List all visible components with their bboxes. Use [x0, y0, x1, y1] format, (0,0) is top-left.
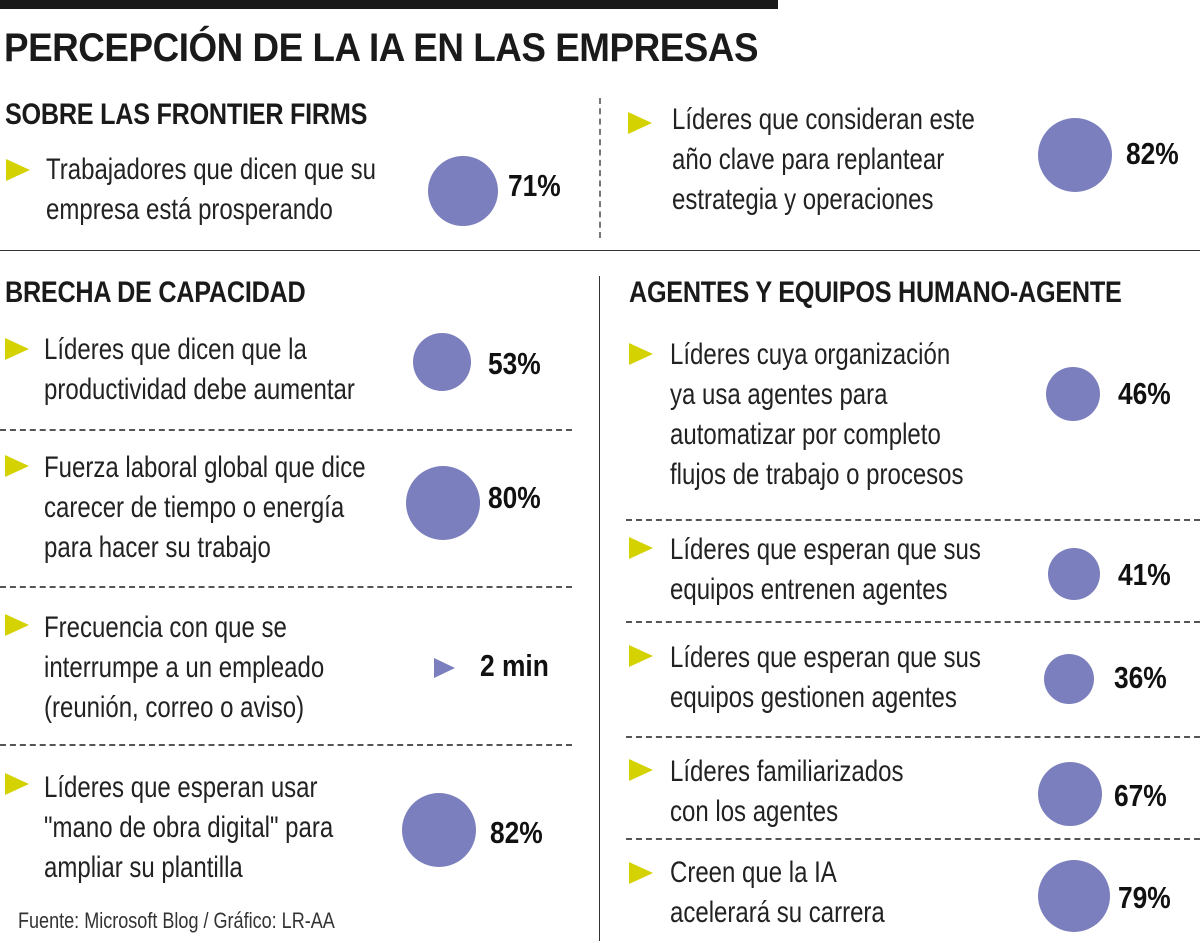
arrow-icon [5, 773, 29, 795]
value-bubble [406, 466, 480, 540]
value-label: 79% [1118, 880, 1171, 915]
item-label: Líderes que dicen que la productividad de… [44, 333, 355, 406]
item-label: Líderes que esperan que sus equipos gesti… [670, 641, 981, 714]
value-bubble [1038, 118, 1112, 192]
value-label: 67% [1114, 778, 1167, 813]
value-bubble [1044, 654, 1094, 704]
arrow-icon [5, 614, 29, 636]
row-divider [626, 838, 1200, 840]
item-label: Líderes que esperan usar "mano de obra di… [44, 771, 334, 884]
frontier-divider [599, 98, 601, 238]
item-label: Líderes que consideran este año clave par… [672, 103, 975, 216]
value-bubble [413, 333, 471, 391]
value-bubble [1038, 860, 1110, 932]
item-label: Líderes que esperan que sus equipos entre… [670, 533, 981, 606]
arrow-icon [6, 159, 30, 181]
value-label: 46% [1118, 376, 1171, 411]
item-label: Líderes familiarizados con los agentes [670, 755, 904, 828]
value-label: 82% [490, 815, 543, 850]
value-label: 71% [508, 168, 561, 203]
row-divider [0, 429, 572, 431]
arrow-icon [629, 537, 653, 559]
value-label: 36% [1114, 660, 1167, 695]
value-bubble [402, 793, 476, 867]
top-bar [0, 0, 778, 9]
item-label: Fuerza laboral global que dice carecer de… [44, 451, 366, 564]
pointer-icon [434, 658, 455, 678]
row-divider [0, 586, 572, 588]
value-label: 80% [488, 480, 541, 515]
section-title-agentes: AGENTES Y EQUIPOS HUMANO-AGENTE [629, 276, 1122, 309]
row-divider [626, 519, 1200, 521]
source-note: Fuente: Microsoft Blog / Gráfico: LR-AA [18, 908, 335, 933]
item-label: Frecuencia con que se interrumpe a un emp… [44, 611, 325, 724]
value-label: 2 min [480, 648, 549, 683]
section-divider [0, 250, 1200, 251]
arrow-icon [629, 759, 653, 781]
value-label: 82% [1126, 136, 1179, 171]
arrow-icon [5, 338, 29, 360]
row-divider [626, 736, 1200, 738]
arrow-icon [629, 645, 653, 667]
row-divider [626, 621, 1200, 623]
section-title-frontier: SOBRE LAS FRONTIER FIRMS [5, 98, 368, 131]
item-label: Líderes cuya organización ya usa agentes … [670, 338, 964, 491]
value-bubble [1046, 367, 1100, 421]
item-label: Trabajadores que dicen que su empresa est… [46, 153, 376, 226]
value-bubble [1048, 548, 1100, 600]
value-label: 53% [488, 346, 541, 381]
page-title: PERCEPCIÓN DE LA IA EN LAS EMPRESAS [4, 26, 759, 70]
column-divider [599, 276, 600, 941]
arrow-icon [5, 455, 29, 477]
arrow-icon [629, 862, 653, 884]
row-divider [0, 744, 572, 746]
value-bubble [428, 156, 498, 226]
arrow-icon [629, 343, 653, 365]
arrow-icon [628, 112, 652, 134]
item-label: Creen que la IA acelerará su carrera [670, 856, 885, 929]
section-title-brecha: BRECHA DE CAPACIDAD [5, 276, 306, 309]
value-bubble [1038, 762, 1102, 826]
value-label: 41% [1118, 557, 1171, 592]
